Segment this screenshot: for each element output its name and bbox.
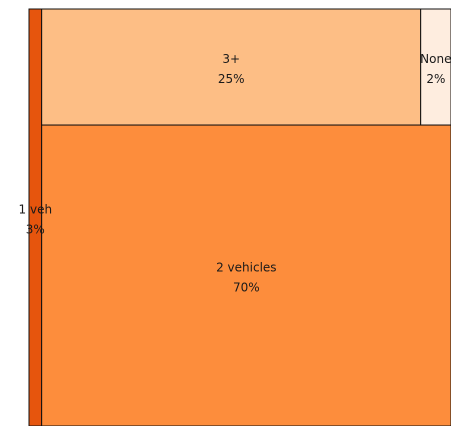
treemap-cell-3 [41,8,422,126]
cell-percent-label: 25% [218,72,245,86]
cell-name-label: 1 veh [19,203,53,217]
treemap-cell-2-vehicles [41,124,451,426]
cell-name-label: 3+ [222,52,240,66]
labels-layer: 1 veh 3% 3+ 25% None 2% 2 vehicles 70% [19,52,451,294]
treemap-cell-1-veh [28,8,43,426]
cell-percent-label: 70% [233,281,260,295]
cell-percent-label: 3% [26,223,45,237]
cell-percent-label: 2% [426,72,445,86]
treemap-cell-none [420,8,451,126]
cell-name-label: 2 vehicles [216,261,276,275]
cells-layer [28,8,451,426]
cell-name-label: None [420,52,451,66]
